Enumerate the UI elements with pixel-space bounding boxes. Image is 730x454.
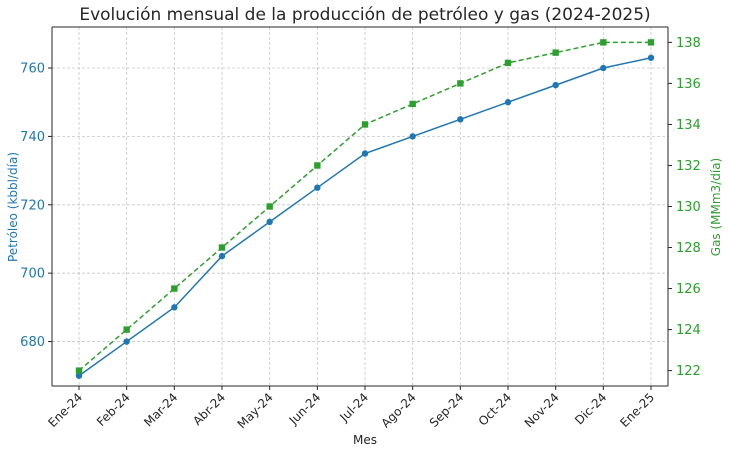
- data-point-left: [409, 133, 416, 140]
- y-tick-label-right: 124: [676, 323, 701, 338]
- x-tick-label: Oct-24: [476, 390, 514, 428]
- data-point-left: [504, 99, 512, 106]
- y-axis-label-right: Gas (MMm3/día): [709, 158, 723, 256]
- data-point-left: [75, 372, 83, 379]
- data-point-left: [314, 184, 321, 191]
- data-point-right: [647, 39, 655, 46]
- y-tick-label-left: 720: [20, 198, 45, 213]
- data-point-right: [314, 162, 321, 169]
- y-tick-label-right: 126: [676, 282, 701, 297]
- y-tick-label-right: 132: [676, 159, 701, 174]
- y-axis-label-left: Petróleo (kbbl/día): [6, 152, 20, 262]
- data-point-right: [75, 367, 83, 374]
- data-point-left: [266, 218, 273, 226]
- x-tick-label: Jul-24: [336, 390, 371, 425]
- x-tick-label: Feb-24: [94, 390, 133, 429]
- y-tick-label-right: 136: [676, 77, 701, 92]
- y-tick-label-left: 700: [20, 267, 45, 282]
- data-point-right: [409, 100, 416, 108]
- grid: [52, 27, 668, 386]
- y-tick-label-right: 122: [676, 364, 701, 379]
- data-point-right: [504, 59, 512, 67]
- x-tick-label: Ene-25: [617, 390, 657, 430]
- data-point-left: [361, 150, 369, 157]
- x-tick-label: Ene-24: [45, 390, 85, 430]
- x-tick-label: May-24: [235, 390, 276, 431]
- data-point-right: [123, 326, 130, 333]
- x-tick-label: Sep-24: [427, 390, 467, 430]
- data-point-right: [457, 80, 464, 87]
- series-layer: [75, 39, 655, 379]
- data-point-right: [552, 49, 559, 56]
- data-point-left: [647, 54, 655, 61]
- x-tick-label: Abr-24: [190, 390, 228, 428]
- data-point-right: [218, 244, 226, 251]
- data-point-left: [123, 338, 130, 345]
- chart-title: Evolución mensual de la producción de pe…: [79, 5, 650, 25]
- data-point-left: [600, 64, 607, 72]
- axes: 680 700 720 740 760 122 124 126 128 130 132 134 136 1…: [20, 26, 701, 431]
- x-tick-label: Ago-24: [378, 390, 418, 430]
- data-point-right: [600, 39, 607, 46]
- data-point-left: [552, 81, 559, 89]
- y-tick-label-left: 740: [20, 130, 45, 145]
- data-point-left: [457, 116, 464, 123]
- y-tick-label-right: 130: [676, 200, 701, 215]
- x-tick-label: Mar-24: [141, 390, 180, 429]
- y-tick-label-right: 138: [676, 36, 701, 51]
- series-line-right: [78, 41, 651, 372]
- data-point-left: [171, 304, 178, 311]
- y-tick-label-right: 128: [676, 241, 701, 256]
- x-axis-label: Mes: [353, 433, 377, 447]
- y-tick-label-left: 680: [20, 335, 45, 350]
- x-tick-label: Nov-24: [522, 390, 562, 430]
- data-point-right: [266, 203, 273, 210]
- data-point-left: [218, 252, 226, 260]
- x-tick-label: Jun-24: [286, 390, 324, 428]
- data-point-right: [361, 121, 369, 128]
- data-point-right: [171, 285, 178, 292]
- y-tick-label-left: 760: [20, 62, 45, 77]
- x-tick-label: Dic-24: [572, 390, 609, 427]
- y-tick-label-right: 134: [676, 118, 701, 133]
